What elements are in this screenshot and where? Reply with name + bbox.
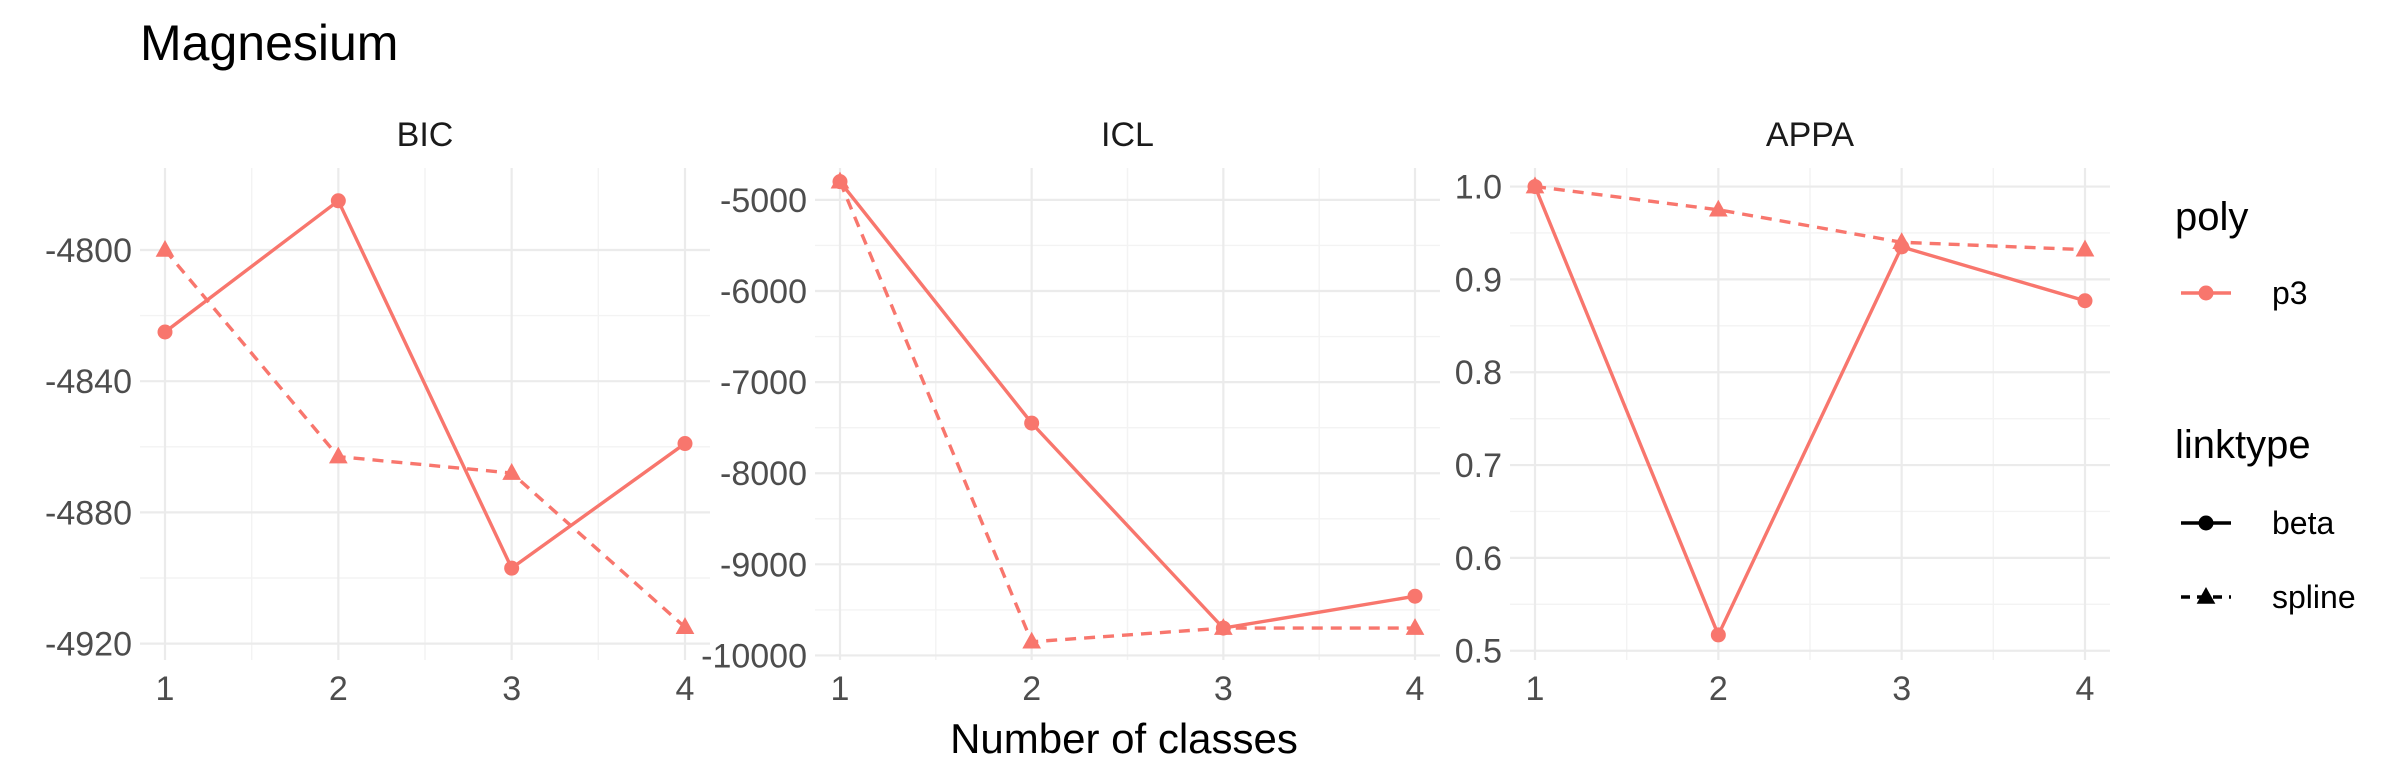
chart-title: Magnesium (140, 15, 398, 71)
panel-appa: APPA 1.0 0.9 0.8 0.7 0.6 0.5 1 2 3 4 (1455, 116, 2110, 708)
data-point-beta (677, 436, 693, 452)
panel-bic: BIC -4800 -4840 -4880 -4920 1 2 3 4 (45, 116, 710, 708)
data-point-spline (1405, 618, 1425, 635)
legend-label-spline: spline (2272, 579, 2356, 615)
y-tick-label: 1.0 (1455, 169, 1502, 207)
y-tick-label: 0.9 (1455, 261, 1502, 299)
y-tick-label: 0.6 (1455, 540, 1502, 578)
y-tick-label: 0.7 (1455, 447, 1502, 485)
y-tick-label: -4840 (45, 363, 132, 401)
series-line-beta-appa (1533, 185, 2086, 637)
facet-label-bic: BIC (397, 116, 454, 154)
legend-key-circle-p3 (2198, 285, 2214, 301)
data-point-spline (1213, 618, 1233, 635)
y-tick-label: -10000 (701, 637, 807, 675)
x-tick-label: 1 (156, 670, 175, 708)
series-line-beta-icl (838, 180, 1416, 630)
data-point-spline (155, 239, 175, 257)
x-tick-label: 3 (1214, 670, 1233, 708)
data-point-spline (675, 617, 695, 634)
panels: BIC -4800 -4840 -4880 -4920 1 2 3 4 ICL -5000 -6000… (45, 116, 2110, 708)
y-tick-label: -4880 (45, 494, 132, 532)
data-point-beta (1710, 627, 1726, 643)
data-point-beta (1024, 415, 1040, 431)
data-point-beta (157, 324, 173, 340)
legend-label-p3: p3 (2272, 275, 2308, 311)
data-point-spline (830, 171, 850, 189)
x-tick-label: 1 (831, 670, 850, 708)
series-line-spline-appa (1534, 184, 2086, 252)
legend-key-circle-beta (2198, 515, 2214, 531)
data-point-spline (1525, 176, 1545, 194)
y-tick-label: -9000 (720, 546, 807, 584)
facet-label-appa: APPA (1766, 116, 1855, 154)
y-tick-label: -8000 (720, 455, 807, 493)
x-tick-label: 3 (1892, 670, 1911, 708)
x-tick-label: 4 (676, 670, 695, 708)
legend-title-linktype: linktype (2175, 423, 2311, 467)
panel-icl: ICL -5000 -6000 -7000 -8000 -9000 -10000 1 2 3 4 (701, 116, 1440, 708)
y-tick-label: -4800 (45, 232, 132, 270)
data-point-spline (1022, 631, 1042, 649)
legend-label-beta: beta (2272, 505, 2334, 541)
facet-label-icl: ICL (1101, 116, 1154, 154)
x-tick-label: 1 (1526, 670, 1545, 708)
legend: poly p3 linktype beta spline (2175, 195, 2356, 615)
y-tick-label: -4920 (45, 626, 132, 664)
x-tick-label: 2 (1709, 670, 1728, 708)
x-tick-label: 4 (2076, 670, 2095, 708)
y-tick-label: -6000 (720, 273, 807, 311)
series-line-spline-bic (163, 248, 687, 629)
x-tick-label: 2 (1022, 670, 1041, 708)
y-tick-label: 0.5 (1455, 633, 1502, 671)
legend-key-triangle-spline (2196, 586, 2216, 604)
data-point-spline (1892, 232, 1912, 250)
data-point-beta (1407, 588, 1423, 604)
x-tick-label: 3 (502, 670, 521, 708)
y-tick-label: 0.8 (1455, 354, 1502, 392)
series-line-spline-icl (838, 181, 1415, 644)
data-point-spline (1708, 199, 1728, 217)
data-point-spline (328, 446, 348, 464)
series-line-beta-bic (163, 199, 686, 570)
data-point-beta (330, 193, 346, 209)
legend-title-poly: poly (2175, 195, 2248, 239)
data-point-spline (502, 463, 522, 480)
data-point-beta (2077, 293, 2093, 309)
y-tick-label: -7000 (720, 364, 807, 402)
data-point-beta (504, 560, 520, 576)
x-axis-title: Number of classes (950, 715, 1298, 762)
x-tick-label: 2 (329, 670, 348, 708)
data-point-spline (2075, 239, 2095, 257)
x-tick-label: 4 (1406, 670, 1425, 708)
y-tick-label: -5000 (720, 182, 807, 220)
